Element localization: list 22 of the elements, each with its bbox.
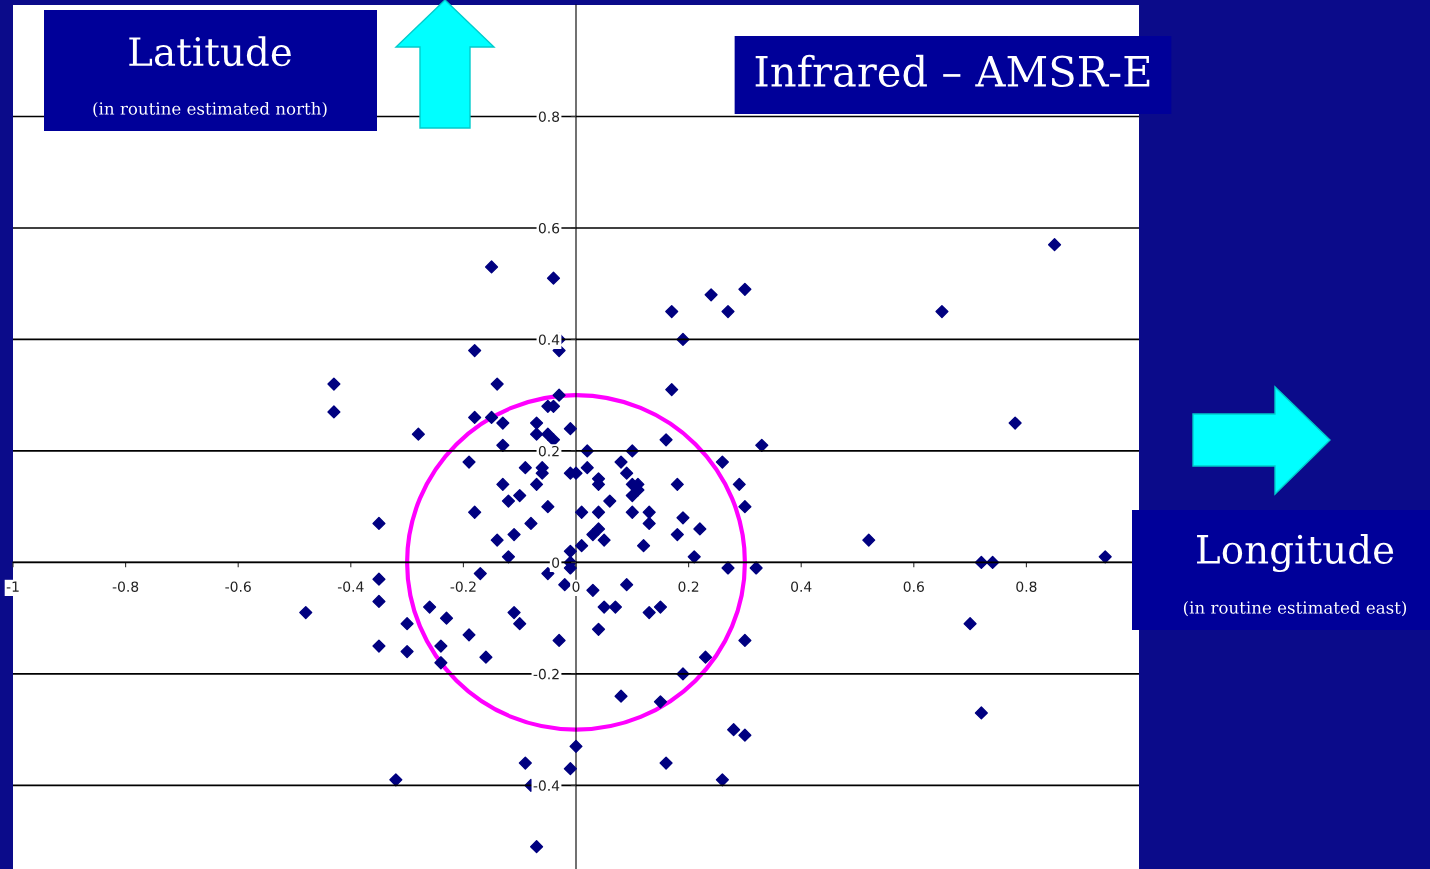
x-tick-label: -0.4 — [337, 581, 364, 592]
text: Longitude — [1197, 533, 1394, 573]
x-tick-label: 0.4 — [791, 581, 812, 592]
text: (in routine estimated east) — [1183, 600, 1407, 617]
y-tick-label: 0.6 — [538, 222, 560, 234]
x-tick-label: -1 — [6, 581, 19, 592]
x-tick-label: 0 — [572, 581, 580, 592]
annotation: Latitude — [129, 36, 291, 67]
x-tick-label: -0.8 — [112, 581, 139, 592]
y-tick-label: -0.4 — [533, 780, 560, 791]
y-tick-label: -0.2 — [533, 668, 559, 680]
y-tick-label: 0.4 — [538, 334, 560, 345]
x-tick-label: 0.6 — [903, 581, 924, 592]
y-tick-label: 0 — [552, 557, 560, 568]
x-tick-label: -0.6 — [225, 581, 251, 592]
x-tick-label: 0.8 — [1016, 581, 1037, 592]
y-tick-label: 0.2 — [538, 445, 559, 457]
text: Infrared – AMSR-E — [755, 54, 1150, 88]
annotation: (in routine estimated north) — [93, 101, 327, 118]
y-tick-label: 0.8 — [538, 111, 560, 122]
x-tick-label: -0.2 — [450, 581, 476, 592]
x-tick-label: 0.2 — [678, 581, 699, 592]
